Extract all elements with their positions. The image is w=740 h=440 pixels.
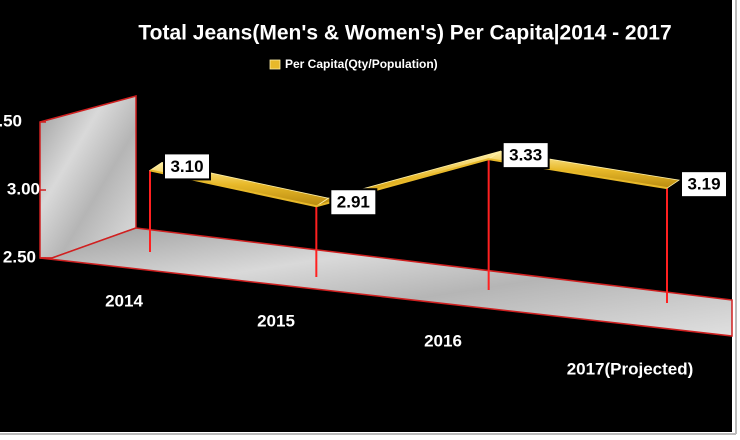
x-tick-label: 2016 xyxy=(424,331,462,350)
data-label-box xyxy=(329,188,378,217)
y-tick-label: 2.50 xyxy=(3,247,36,266)
chart-title: Total Jeans(Men's & Women's) Per Capita|… xyxy=(138,22,671,45)
legend-label: Per Capita(Qty/Population) xyxy=(285,57,438,71)
x-tick-label: 2014 xyxy=(105,291,143,310)
y-tick-label: 3.00 xyxy=(7,179,40,198)
series-line xyxy=(149,158,668,208)
data-label-box xyxy=(163,152,211,181)
y-tick-label: 3.50 xyxy=(0,111,22,130)
data-label-box xyxy=(501,141,550,170)
data-label: 3.10 xyxy=(170,157,203,176)
data-label: 3.33 xyxy=(509,146,542,165)
data-label: 3.19 xyxy=(687,175,720,194)
legend-swatch xyxy=(269,59,281,70)
data-label: 2.91 xyxy=(337,193,370,212)
data-label-box xyxy=(680,170,728,199)
x-tick-label: 2017(Projected) xyxy=(567,359,694,378)
x-tick-label: 2015 xyxy=(257,311,295,330)
